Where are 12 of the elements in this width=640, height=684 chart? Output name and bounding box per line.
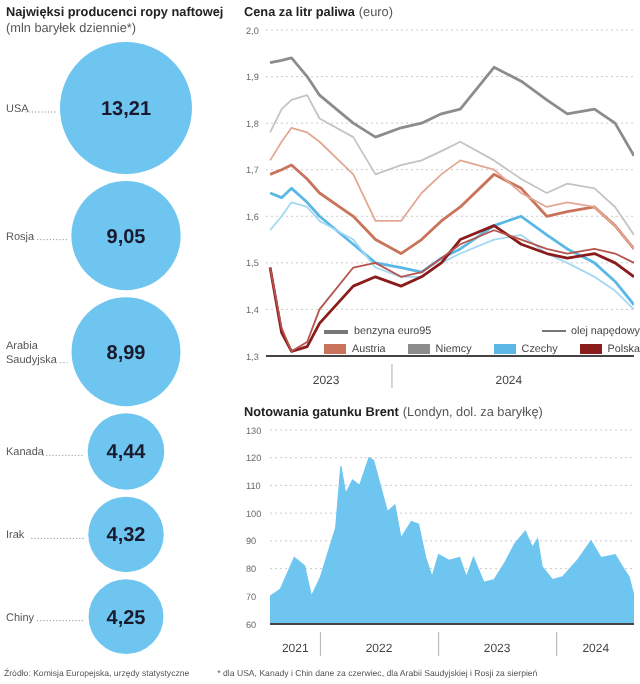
- line-series: [268, 163, 634, 255]
- data-label: 13,21: [100, 99, 152, 121]
- line-series: [269, 126, 634, 250]
- data-label: 4,32: [106, 525, 147, 548]
- data-label: 4,25: [106, 607, 147, 630]
- data-label: 8,99: [106, 342, 147, 365]
- line-series: [268, 186, 634, 307]
- data-label: 4,44: [106, 442, 147, 465]
- line-series: [268, 56, 634, 158]
- data-label: 9,05: [106, 226, 147, 249]
- line-series: [269, 201, 634, 311]
- line-series: [269, 94, 634, 236]
